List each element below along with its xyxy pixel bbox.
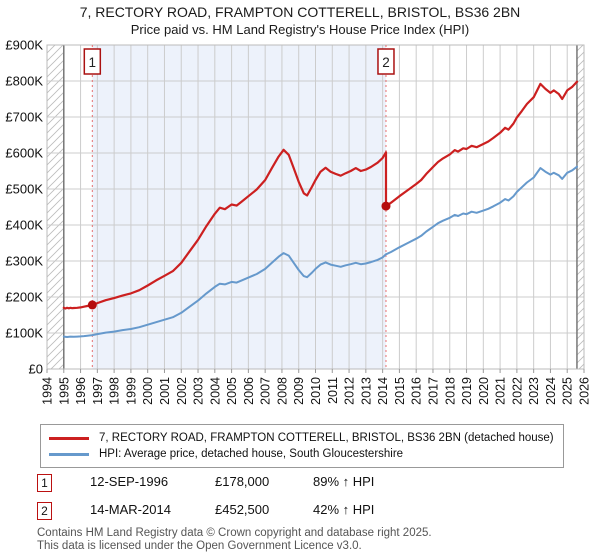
svg-text:£200K: £200K <box>5 290 43 305</box>
svg-text:2022: 2022 <box>510 377 524 405</box>
svg-text:2021: 2021 <box>494 377 508 405</box>
svg-text:2003: 2003 <box>192 377 206 405</box>
svg-text:2006: 2006 <box>242 377 256 405</box>
svg-text:2004: 2004 <box>208 377 222 405</box>
svg-text:£300K: £300K <box>5 254 43 269</box>
svg-text:2017: 2017 <box>426 377 440 405</box>
svg-text:2015: 2015 <box>393 377 407 405</box>
svg-text:2018: 2018 <box>443 377 457 405</box>
page-subtitle: Price paid vs. HM Land Registry's House … <box>130 22 470 37</box>
sale-1-flag: 1 <box>83 48 102 75</box>
sale-2-marker <box>381 201 391 211</box>
legend-label-hpi: HPI: Average price, detached house, Sout… <box>99 448 404 460</box>
svg-text:2016: 2016 <box>410 377 424 405</box>
hpi-line-swatch-icon <box>49 452 89 456</box>
ownership-shade-region <box>92 45 386 369</box>
legend-label-property: 7, RECTORY ROAD, FRAMPTON COTTERELL, BRI… <box>99 432 554 444</box>
sale-row-1: 1 12-SEP-1996 £178,000 89% ↑ HPI <box>0 474 600 494</box>
footer-line-1: Contains HM Land Registry data © Crown c… <box>37 527 432 539</box>
svg-text:2013: 2013 <box>359 377 373 405</box>
svg-text:1994: 1994 <box>41 377 55 405</box>
svg-text:£800K: £800K <box>5 74 43 89</box>
sale-2-date: 14-MAR-2014 <box>90 502 171 517</box>
series-hpi_average <box>62 165 578 338</box>
sale-1-price: £178,000 <box>215 474 270 489</box>
svg-text:£900K: £900K <box>5 38 43 53</box>
legend-row-property: 7, RECTORY ROAD, FRAMPTON COTTERELL, BRI… <box>49 430 563 446</box>
svg-text:2020: 2020 <box>477 377 491 405</box>
sale-2-hpi-delta: 42% ↑ HPI <box>313 502 375 517</box>
sale-row-2: 2 14-MAR-2014 £452,500 42% ↑ HPI <box>0 502 600 522</box>
license-footer: Contains HM Land Registry data © Crown c… <box>37 527 432 553</box>
legend: 7, RECTORY ROAD, FRAMPTON COTTERELL, BRI… <box>40 424 564 468</box>
svg-text:2005: 2005 <box>225 377 239 405</box>
svg-text:1997: 1997 <box>91 377 105 405</box>
series-price_paid_indexed <box>62 80 579 310</box>
svg-text:2026: 2026 <box>578 377 592 405</box>
svg-text:£400K: £400K <box>5 218 43 233</box>
svg-text:2007: 2007 <box>259 377 273 405</box>
sale-1-marker <box>87 300 97 310</box>
svg-text:2002: 2002 <box>175 377 189 405</box>
svg-text:1995: 1995 <box>57 377 71 405</box>
property-line-swatch-icon <box>49 436 89 440</box>
legend-row-hpi: HPI: Average price, detached house, Sout… <box>49 446 563 462</box>
svg-text:2001: 2001 <box>158 377 172 405</box>
svg-text:2014: 2014 <box>376 377 390 405</box>
gridlines <box>46 44 585 370</box>
svg-text:2: 2 <box>382 55 390 70</box>
no-data-hatch-left <box>47 45 64 369</box>
svg-text:2012: 2012 <box>343 377 357 405</box>
svg-text:£600K: £600K <box>5 146 43 161</box>
svg-text:1998: 1998 <box>108 377 122 405</box>
sale-2-number-badge: 2 <box>37 502 52 520</box>
svg-text:1996: 1996 <box>74 377 88 405</box>
sale-1-number-badge: 1 <box>37 474 52 492</box>
svg-text:2023: 2023 <box>527 377 541 405</box>
svg-text:2011: 2011 <box>326 377 340 404</box>
svg-text:£100K: £100K <box>5 326 43 341</box>
svg-text:2009: 2009 <box>292 377 306 405</box>
sale-2-price: £452,500 <box>215 502 270 517</box>
svg-text:2008: 2008 <box>275 377 289 405</box>
svg-text:1999: 1999 <box>124 377 138 405</box>
sale-1-date: 12-SEP-1996 <box>90 474 169 489</box>
sale-2-flag: 2 <box>377 48 395 75</box>
svg-text:1: 1 <box>89 55 97 70</box>
svg-text:2024: 2024 <box>544 377 558 405</box>
footer-line-2: This data is licensed under the Open Gov… <box>37 540 362 552</box>
x-axis-labels: 1994 1995 1996 1997 1998 1999 2000 2001 2002 2003… <box>41 369 592 405</box>
sale-1-hpi-delta: 89% ↑ HPI <box>313 474 375 489</box>
page-title: 7, RECTORY ROAD, FRAMPTON COTTERELL, BRI… <box>79 4 521 20</box>
svg-text:2025: 2025 <box>561 377 575 405</box>
svg-text:2019: 2019 <box>460 377 474 405</box>
svg-text:£0: £0 <box>29 362 43 377</box>
chart-title-block: 7, RECTORY ROAD, FRAMPTON COTTERELL, BRI… <box>0 3 600 38</box>
no-data-hatch-right <box>576 45 584 369</box>
svg-text:2000: 2000 <box>141 377 155 405</box>
svg-text:2010: 2010 <box>309 377 323 405</box>
svg-text:£500K: £500K <box>5 182 43 197</box>
svg-text:£700K: £700K <box>5 110 43 125</box>
y-axis-labels: £0 £100K £200K £300K £400K £500K £600K £700K £80… <box>5 38 43 377</box>
